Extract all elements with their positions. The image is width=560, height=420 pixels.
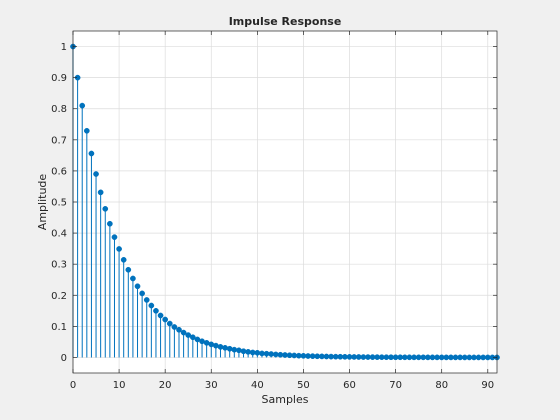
stem-marker — [185, 332, 192, 338]
x-tick-label: 0 — [70, 380, 76, 391]
stem-marker — [226, 345, 233, 352]
stem-marker — [111, 234, 118, 240]
stem-marker — [245, 349, 251, 355]
stem-marker — [130, 275, 136, 282]
stem-marker — [120, 256, 127, 263]
stem-marker — [240, 348, 247, 355]
stem-marker — [88, 150, 95, 157]
y-tick-label: 0.8 — [51, 104, 67, 115]
stem-marker — [254, 349, 261, 356]
x-tick-label: 20 — [159, 380, 172, 391]
y-tick-label: 0.2 — [51, 291, 67, 302]
stem-marker — [134, 283, 141, 290]
stem-marker — [176, 326, 182, 333]
x-tick-label: 50 — [297, 380, 310, 391]
stem-marker — [97, 189, 104, 196]
stem-marker — [222, 344, 228, 351]
y-tick-label: 0.1 — [51, 322, 67, 333]
stem-marker — [153, 307, 159, 314]
stem-marker — [180, 329, 187, 336]
stem-marker — [162, 316, 169, 323]
markers — [70, 43, 500, 361]
stem-marker — [93, 171, 99, 177]
y-tick-label: 1 — [61, 42, 67, 53]
x-tick-label: 90 — [481, 380, 494, 391]
x-axis-ticks: 0 10 20 30 40 50 60 70 80 90 — [70, 31, 494, 391]
x-tick-label: 30 — [205, 380, 218, 391]
y-tick-label: 0.9 — [51, 73, 67, 84]
stem-marker — [171, 324, 178, 330]
stem-marker — [107, 220, 113, 227]
chart-title: Impulse Response — [229, 15, 342, 28]
y-axis-label: Amplitude — [36, 174, 49, 231]
stem-marker — [139, 290, 145, 297]
x-tick-label: 70 — [389, 380, 402, 391]
y-tick-label: 0 — [61, 353, 67, 364]
x-tick-label: 80 — [435, 380, 448, 391]
stem-marker — [79, 102, 86, 109]
stem-marker — [125, 266, 132, 273]
y-axis-ticks: 0 0.1 0.2 0.3 0.4 0.5 0.6 0.7 0.8 0.9 1 — [51, 42, 497, 364]
stem-marker — [116, 246, 122, 252]
stem-marker — [143, 297, 150, 303]
x-tick-label: 10 — [113, 380, 126, 391]
stem-marker — [217, 344, 224, 350]
stem-marker — [83, 127, 90, 134]
x-axis-label: Samples — [262, 393, 309, 406]
stem-marker — [102, 205, 109, 212]
y-tick-label: 0.3 — [51, 260, 67, 271]
x-tick-label: 40 — [251, 380, 264, 391]
y-tick-label: 0.5 — [51, 198, 67, 209]
y-tick-label: 0.7 — [51, 135, 67, 146]
x-tick-label: 60 — [343, 380, 356, 391]
stem-marker — [189, 334, 196, 341]
stem-marker — [166, 320, 173, 327]
stem-marker — [157, 312, 164, 319]
stem-marker — [231, 346, 238, 353]
y-tick-label: 0.6 — [51, 166, 67, 177]
y-tick-label: 0.4 — [51, 229, 67, 240]
stem-marker — [148, 302, 155, 309]
stem-marker — [236, 347, 242, 354]
